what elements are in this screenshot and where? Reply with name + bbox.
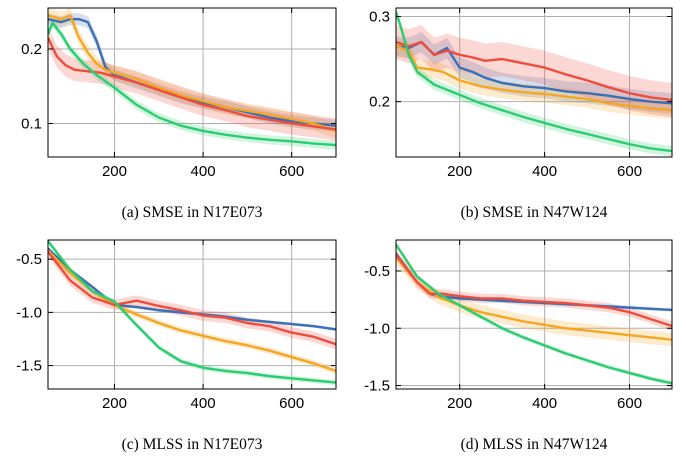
x-tick-label: 600 [279, 163, 304, 180]
y-tick-label: -0.5 [364, 263, 390, 280]
x-tick-label: 600 [617, 395, 642, 412]
x-tick-label: 400 [191, 395, 216, 412]
series-line-green [396, 243, 672, 385]
y-tick-label: 0.3 [369, 9, 390, 26]
x-tick-label: 200 [447, 163, 472, 180]
y-tick-label: -1.0 [16, 304, 42, 321]
x-tick-label: 200 [447, 395, 472, 412]
plot-frame [395, 239, 673, 390]
y-tick-label: -1.0 [364, 320, 390, 337]
series-line-orange [48, 14, 336, 133]
x-tick-label: 400 [532, 163, 557, 180]
series-line-orange [396, 45, 672, 112]
panel-caption: (c) MLSS in N17E073 [122, 436, 263, 453]
panel-caption: (d) MLSS in N47W124 [461, 436, 608, 453]
x-tick-label: 400 [532, 395, 557, 412]
series-line-green [48, 240, 336, 384]
x-tick-label: 600 [279, 395, 304, 412]
series-line-red [396, 254, 672, 328]
x-tick-label: 200 [102, 395, 127, 412]
series-band-green [48, 18, 336, 150]
series-line-red [48, 37, 336, 131]
plot-frame [395, 7, 673, 158]
panel-caption: (a) SMSE in N17E073 [122, 204, 263, 221]
series-band-orange [396, 37, 672, 119]
series-band-red [48, 26, 336, 141]
series-line-red [396, 40, 672, 102]
panel-caption: (b) SMSE in N47W124 [461, 204, 608, 221]
x-tick-label: 400 [191, 163, 216, 180]
series-line-green [48, 21, 336, 147]
plot-frame [47, 239, 337, 390]
x-tick-label: 600 [617, 163, 642, 180]
series-line-orange [396, 256, 672, 341]
chart-panel-4: 200 400 600 -0.5 -1.0 -1.5 (d) MLSS in N47W124 [364, 239, 673, 453]
y-tick-label: -0.5 [16, 251, 42, 268]
y-tick-label: -1.5 [16, 358, 42, 375]
y-tick-label: -1.5 [364, 378, 390, 395]
series-band-red [396, 250, 672, 331]
x-tick-label: 200 [102, 163, 127, 180]
chart-panel-2: 200 400 600 0.2 0.3 (b) SMSE in N47W124 [369, 7, 673, 221]
series-band-blue [48, 13, 336, 132]
chart-panel-3: 200 400 600 -0.5 -1.0 -1.5 (c) MLSS in N17E073 [16, 239, 337, 453]
series-band-red [48, 246, 336, 350]
y-tick-label: 0.2 [21, 41, 42, 58]
y-tick-label: 0.1 [21, 115, 42, 132]
y-tick-label: 0.2 [369, 94, 390, 111]
series-line-green [396, 11, 672, 153]
series-line-red [48, 250, 336, 346]
series-band-blue [396, 31, 672, 114]
chart-panel-1: 200 400 600 0.1 0.2 (a) SMSE in N17E073 [21, 7, 337, 221]
plot-frame [47, 7, 337, 158]
